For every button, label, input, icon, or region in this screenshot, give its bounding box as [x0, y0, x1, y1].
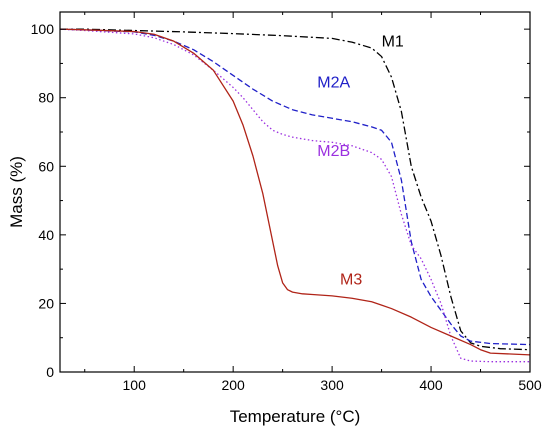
series-label-m2b: M2B [317, 143, 350, 160]
y-tick-label: 80 [38, 90, 54, 106]
x-tick-label: 300 [320, 377, 344, 393]
series-line-m3 [60, 28, 530, 356]
x-tick-label: 100 [123, 377, 147, 393]
y-tick-label: 40 [38, 227, 54, 243]
series-line-m2b [60, 28, 530, 363]
x-tick-label: 200 [221, 377, 245, 393]
plot-area [60, 28, 530, 363]
series-label-m2a: M2A [317, 74, 350, 91]
y-tick-label: 20 [38, 295, 54, 311]
series-labels: M1 M2A M2B M3 [317, 33, 404, 288]
x-tick-label: 500 [518, 377, 542, 393]
series-line-m1 [60, 28, 530, 351]
series-label-m1: M1 [382, 33, 404, 50]
x-tick-label: 400 [419, 377, 443, 393]
series-label-m3: M3 [340, 272, 362, 289]
series-line-m2a [60, 28, 530, 346]
y-tick-label: 100 [31, 21, 55, 37]
y-axis-label: Mass (%) [7, 156, 26, 228]
axes: 100 200 300 400 500 0 20 40 60 80 100 [31, 11, 542, 393]
y-tick-label: 60 [38, 158, 54, 174]
y-tick-label: 0 [46, 364, 54, 380]
plot-frame [59, 11, 531, 373]
x-axis-label: Temperature (°C) [230, 407, 361, 426]
